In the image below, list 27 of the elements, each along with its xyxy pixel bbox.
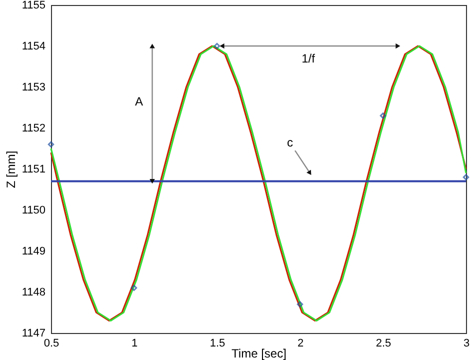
y-tick-label: 1151 — [22, 164, 46, 176]
annotation: c — [287, 135, 294, 150]
y-tick-label: 1148 — [22, 286, 46, 298]
x-tick-label: 2.5 — [376, 338, 392, 350]
line-series — [50, 45, 467, 322]
y-tick-label: 1153 — [22, 82, 46, 94]
y-tick-label: 1149 — [22, 246, 46, 258]
x-axis-title: Time [sec] — [232, 346, 286, 360]
point — [214, 42, 220, 50]
y-tick-label: 1150 — [22, 204, 46, 216]
y-tick-label: 1147 — [22, 328, 46, 340]
point — [130, 284, 138, 291]
x-tick-label: 0.5 — [44, 338, 60, 350]
x-tick-label: 1.5 — [210, 338, 226, 350]
annotation: A — [134, 94, 143, 108]
annotation: 1/f — [302, 51, 316, 66]
x-tick-label: 3 — [463, 338, 470, 350]
x-tick-label: 1 — [131, 338, 138, 350]
point — [48, 141, 54, 148]
y-tick-label: 1154 — [22, 40, 46, 52]
point — [462, 174, 470, 180]
y-axis-title: Z [mm] — [4, 150, 18, 188]
y-tick-label: 1155 — [22, 0, 46, 12]
point — [296, 301, 304, 308]
y-tick-label: 1152 — [22, 122, 46, 134]
x-tick-label: 2 — [297, 338, 304, 350]
point — [380, 112, 386, 119]
